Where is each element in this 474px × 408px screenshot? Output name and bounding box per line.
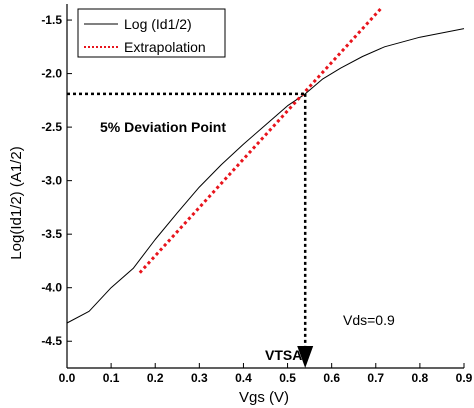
series-log-line <box>66 28 465 324</box>
y-tick-label: -2.5 <box>41 120 62 134</box>
x-axis-title: Vgs (V) <box>239 389 289 406</box>
legend-label-log: Log (Id1/2) <box>124 16 192 32</box>
legend-box <box>77 8 226 58</box>
x-tick-label: 0.5 <box>279 371 296 385</box>
y-tick-label: -4.0 <box>41 281 62 295</box>
y-tick-label: -2.0 <box>41 67 62 81</box>
x-tick-label: 0.0 <box>59 371 76 385</box>
vtsat-label: VTSAT <box>265 347 310 363</box>
x-tick-label: 0.7 <box>367 371 384 385</box>
x-tick-label: 0.6 <box>323 371 340 385</box>
legend-label-extrapolation: Extrapolation <box>124 39 206 55</box>
x-tick-label: 0.4 <box>235 371 252 385</box>
vtsat-arrow-icon <box>297 346 314 368</box>
y-tick-label: -3.5 <box>41 227 62 241</box>
legend: Log (Id1/2) Extrapolation <box>77 8 226 58</box>
y-tick-label: -1.5 <box>41 13 62 27</box>
deviation-point-label: 5% Deviation Point <box>100 119 226 135</box>
y-tick-label: -4.5 <box>41 334 62 348</box>
x-tick-label: 0.3 <box>191 371 208 385</box>
y-tick-label: -3.0 <box>41 174 62 188</box>
x-tick-label: 0.8 <box>412 371 429 385</box>
x-tick-label: 0.1 <box>103 371 120 385</box>
vds-label: Vds=0.9 <box>343 312 395 328</box>
x-tick-label: 0.2 <box>147 371 164 385</box>
y-axis-title: Log(Id1/2) (A1/2) <box>8 146 25 259</box>
plot-area: 0.0 0.1 0.2 0.3 0.4 0.5 0.6 0.7 0.8 0.9 -1.5 -2.0 -2… <box>41 4 473 385</box>
x-tick-label: 0.9 <box>456 371 473 385</box>
